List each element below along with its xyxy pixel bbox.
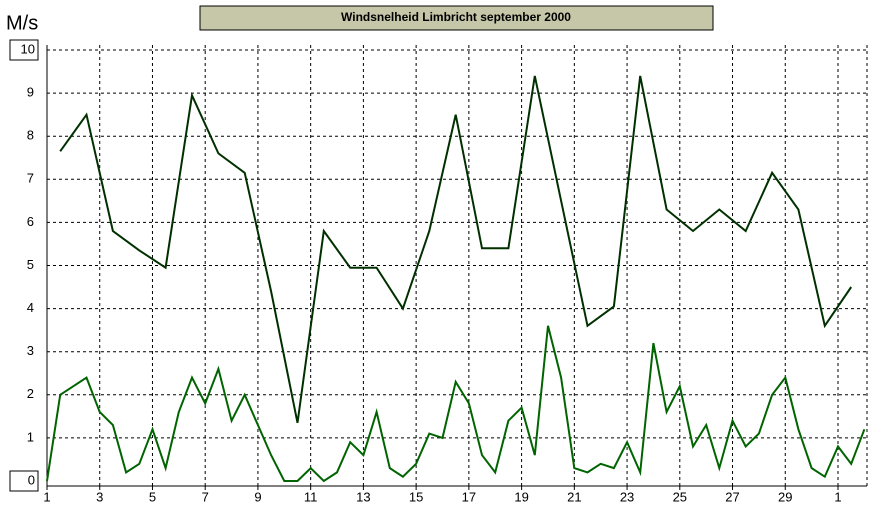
y-tick-label: 2	[27, 386, 34, 401]
x-tick-label: 9	[254, 489, 261, 504]
y-tick-label: 9	[27, 85, 34, 100]
y-axis-label: M/s	[6, 12, 38, 34]
chart-title: Windsnelheid Limbricht september 2000	[341, 10, 571, 24]
x-tick-label: 17	[462, 489, 476, 504]
x-tick-label: 1	[43, 489, 50, 504]
x-tick-label: 23	[620, 489, 634, 504]
x-tick-label: 15	[409, 489, 423, 504]
y-tick-label: 5	[27, 257, 34, 272]
x-tick-label: 19	[514, 489, 528, 504]
y-tick-label: 6	[27, 214, 34, 229]
y-tick-label: 1	[27, 429, 34, 444]
y-tick-box	[9, 470, 39, 492]
y-tick-label: 0	[28, 472, 35, 487]
y-tick-label: 10	[21, 41, 35, 56]
series-line	[46, 325, 866, 483]
x-tick-label: 29	[778, 489, 792, 504]
y-tick-label: 7	[27, 171, 34, 186]
x-tick-label: 25	[673, 489, 687, 504]
x-tick-label: 11	[304, 489, 318, 504]
x-tick-label: 13	[356, 489, 370, 504]
series-line	[59, 75, 853, 423]
x-tick-label: 3	[96, 489, 103, 504]
title-box	[199, 5, 714, 31]
y-tick-label: 8	[27, 128, 34, 143]
x-tick-label: 27	[725, 489, 739, 504]
x-tick-label: 5	[149, 489, 156, 504]
x-tick-label: 7	[202, 489, 209, 504]
y-tick-label: 3	[27, 343, 34, 358]
y-tick-box	[9, 39, 39, 61]
x-tick-label: 1	[834, 489, 841, 504]
y-tick-label: 4	[27, 300, 34, 315]
x-tick-label: 21	[567, 489, 581, 504]
